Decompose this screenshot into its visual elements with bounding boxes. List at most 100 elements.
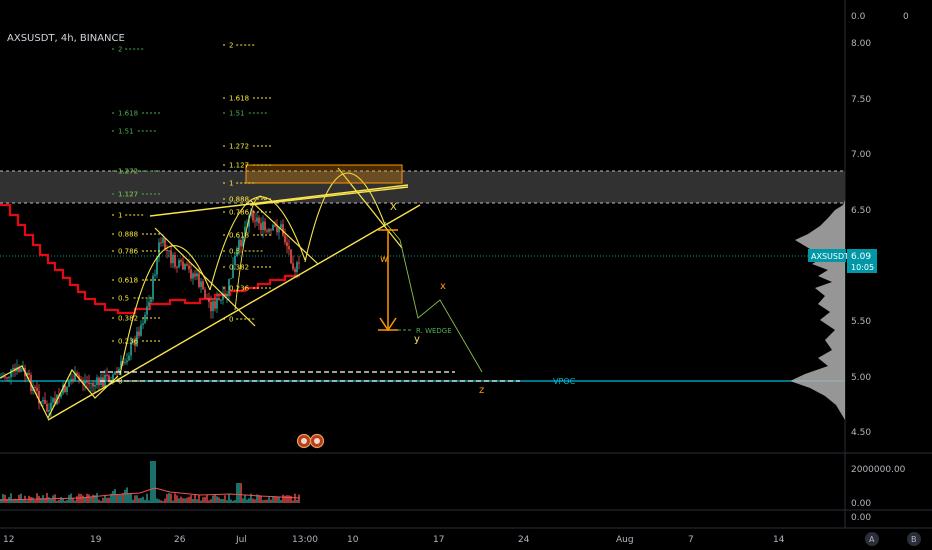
last-price-badge: AXSUSDT 6.09 10:05: [808, 249, 877, 273]
candle-body-109: [218, 298, 220, 300]
candle-body-114: [228, 278, 230, 294]
volume-bar-54: [108, 497, 110, 503]
volume-bar-118: [236, 483, 238, 503]
volume-bar-6: [12, 499, 14, 503]
scale-button-a[interactable]: A: [865, 532, 879, 546]
volume-bar-75: [150, 461, 152, 503]
volume-bar-45: [90, 496, 92, 503]
fib-mid-green-label-0: 1.51: [229, 110, 245, 118]
candle-body-146: [292, 263, 294, 269]
volume-bar-142: [284, 495, 286, 503]
volume-bar-26: [52, 495, 54, 503]
symbol-badge-bg: [808, 249, 846, 262]
volume-bar-8: [16, 499, 18, 503]
event-flag-inner: [301, 438, 307, 444]
volume-bar-1: [2, 493, 4, 503]
volume-bar-132: [264, 499, 266, 503]
volume-bar-121: [242, 498, 244, 503]
candle-body-137: [274, 224, 276, 227]
scale-button-a-label: A: [869, 535, 875, 544]
candle-body-4: [8, 377, 10, 379]
candle-body-69: [138, 331, 140, 336]
volume-bar-32: [64, 500, 66, 503]
volume-bar-117: [234, 500, 236, 503]
volume-bar-44: [88, 494, 90, 503]
candle-body-65: [130, 342, 132, 356]
fib-left-yellow-label-9: 0: [118, 378, 122, 386]
volume-bar-28: [56, 500, 58, 503]
volume-bar-13: [26, 500, 28, 503]
fib-mid-yellow-label-3: 1.127: [229, 162, 249, 170]
candle-body-67: [134, 340, 136, 346]
volume-bar-106: [212, 495, 214, 503]
volume-bar-108: [216, 496, 218, 503]
volume-bar-31: [62, 498, 64, 503]
symbol-badge: AXSUSDT: [811, 252, 849, 261]
volume-bar-112: [224, 495, 226, 503]
volume-bar-9: [18, 494, 20, 503]
price-axis[interactable]: 8.00 7.50 7.00 6.50 5.50 5.00 4.50: [851, 39, 871, 438]
volume-bar-148: [296, 499, 298, 503]
volume-bar-53: [106, 497, 108, 503]
scale-button-a-bg[interactable]: [865, 532, 879, 546]
wedge-resistance-line-short: [149, 184, 409, 217]
candle-body-42: [84, 381, 86, 384]
candle-body-13: [26, 372, 28, 377]
volume-bar-46: [92, 494, 94, 503]
scale-button-b-label: B: [911, 535, 917, 544]
volume-bar-123: [246, 499, 248, 503]
candle-body-18: [36, 387, 38, 392]
candle-body-103: [206, 298, 208, 300]
volume-bar-24: [48, 497, 50, 503]
fib-mid-yellow-label-6: 0.786: [229, 209, 250, 217]
volume-bar-64: [128, 493, 130, 503]
volume-bar-114: [228, 494, 230, 503]
volume-bar-99: [198, 495, 200, 503]
volume-bar-3: [6, 499, 8, 503]
candle-body-41: [82, 381, 84, 384]
scale-button-b[interactable]: B: [907, 532, 921, 546]
event-icons: [296, 433, 325, 449]
fib-mid-yellow-label-4: 1: [229, 180, 233, 188]
volume-bar-55: [110, 493, 112, 503]
candle-body-63: [126, 360, 128, 363]
candle-body-113: [226, 293, 228, 297]
candle-body-98: [196, 273, 198, 277]
fib-left-green-label-3: 1.272: [118, 168, 138, 176]
fib-mid-yellow-label-2: 1.272: [229, 143, 249, 151]
candle-body-70: [140, 324, 142, 336]
fib-left-yellow-label-5: 0.618: [118, 277, 138, 285]
candle-body-80: [160, 242, 162, 244]
candle-body-108: [216, 298, 218, 309]
candle-body-95: [190, 269, 192, 279]
volume-bar-124: [248, 498, 250, 503]
volume-axis-tick-0: 2000000.00: [851, 465, 906, 475]
volume-bar-72: [144, 499, 146, 503]
candle-body-44: [88, 382, 90, 384]
candle-body-84: [168, 250, 170, 252]
candle-body-138: [276, 226, 278, 233]
candle-body-74: [148, 301, 150, 307]
volume-bar-145: [290, 495, 292, 503]
candle-body-78: [156, 257, 158, 275]
candle-body-64: [128, 355, 130, 361]
volume-bar-50: [100, 500, 102, 503]
volume-bar-49: [98, 499, 100, 503]
candle-body-120: [240, 240, 242, 247]
fib-mid-yellow-label-9: 0.382: [229, 264, 249, 272]
fib-mid-yellow-label-11: 0: [229, 316, 233, 324]
volume-bar-29: [58, 499, 60, 503]
candle-body-79: [158, 242, 160, 258]
volume-bar-140: [280, 500, 282, 503]
scale-button-b-bg[interactable]: [907, 532, 921, 546]
fib-left-yellow-label-3: 0.888: [118, 231, 138, 239]
volume-bar-47: [94, 495, 96, 503]
candle-body-115: [230, 278, 232, 280]
wedge-resistance-line: [249, 186, 409, 206]
candle-body-38: [76, 372, 78, 376]
candle-body-104: [208, 298, 210, 303]
volume-bar-149: [298, 494, 300, 503]
time-axis-tick-5: 10: [347, 535, 359, 545]
time-axis[interactable]: 12 19 26 Jul 13:00 10 17 24 Aug 7 14: [3, 535, 785, 545]
